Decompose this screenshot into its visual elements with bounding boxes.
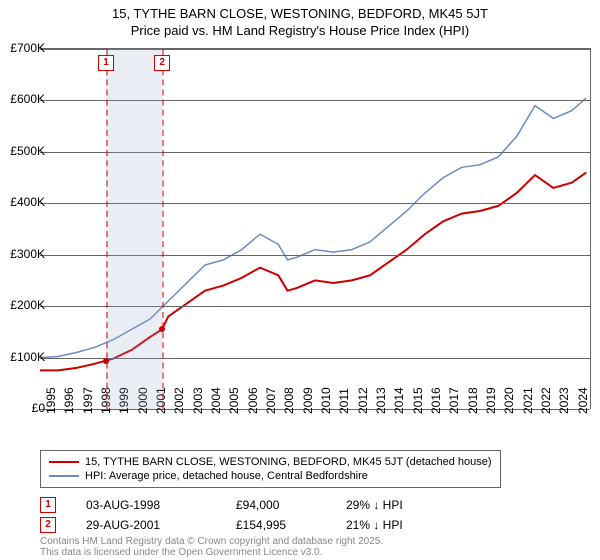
x-axis-label: 2018 (466, 387, 480, 414)
legend-swatch (49, 461, 79, 463)
title-line-1: 15, TYTHE BARN CLOSE, WESTONING, BEDFORD… (112, 6, 488, 21)
sale-row-badge: 1 (40, 497, 56, 513)
x-axis-label: 2005 (227, 387, 241, 414)
x-axis-label: 2006 (246, 387, 260, 414)
footer-line-1: Contains HM Land Registry data © Crown c… (40, 536, 383, 547)
sale-row-badge: 2 (40, 517, 56, 533)
sale-marker-badge: 2 (154, 55, 170, 71)
x-axis-label: 2019 (484, 387, 498, 414)
x-axis-label: 2011 (337, 388, 351, 414)
sale-date: 03-AUG-1998 (86, 498, 206, 512)
x-axis-label: 2024 (576, 387, 590, 414)
y-axis-label: £200K (10, 298, 45, 312)
legend-item: 15, TYTHE BARN CLOSE, WESTONING, BEDFORD… (49, 455, 492, 469)
footer-line-2: This data is licensed under the Open Gov… (40, 547, 322, 558)
sale-marker-line (162, 49, 164, 409)
x-axis-label: 2012 (356, 387, 370, 414)
chart-title: 15, TYTHE BARN CLOSE, WESTONING, BEDFORD… (0, 0, 600, 40)
x-axis-label: 2022 (539, 387, 553, 414)
x-axis-label: 2008 (282, 387, 296, 414)
x-axis-label: 2015 (411, 387, 425, 414)
x-axis-label: 2013 (374, 387, 388, 414)
x-axis-label: 2017 (447, 387, 461, 414)
x-axis-label: 2014 (392, 387, 406, 414)
sale-point (103, 358, 109, 364)
y-axis-label: £400K (10, 195, 45, 209)
y-axis-label: £100K (10, 350, 45, 364)
x-axis-label: 2009 (301, 387, 315, 414)
y-axis-label: £700K (10, 41, 45, 55)
plot-area: 1995199619971998199920002001200220032004… (40, 48, 591, 409)
sales-table: 1 03-AUG-1998 £94,000 29% ↓ HPI 2 29-AUG-2001… (40, 495, 446, 535)
legend: 15, TYTHE BARN CLOSE, WESTONING, BEDFORD… (40, 450, 501, 488)
legend-label: HPI: Average price, detached house, Cent… (85, 470, 368, 482)
x-axis-label: 2016 (429, 387, 443, 414)
legend-item: HPI: Average price, detached house, Cent… (49, 469, 492, 483)
sale-date: 29-AUG-2001 (86, 518, 206, 532)
sale-marker-badge: 1 (98, 55, 114, 71)
x-axis-label: 2020 (502, 387, 516, 414)
y-axis-label: £500K (10, 144, 45, 158)
y-axis-label: £0 (32, 401, 45, 415)
sale-row: 2 29-AUG-2001 £154,995 21% ↓ HPI (40, 515, 446, 535)
sale-marker-line (106, 49, 108, 409)
sale-price: £94,000 (236, 498, 316, 512)
x-axis-label: 2007 (264, 387, 278, 414)
sale-hpi-diff: 21% ↓ HPI (346, 518, 446, 532)
copyright-footer: Contains HM Land Registry data © Crown c… (40, 536, 383, 558)
y-axis-label: £600K (10, 92, 45, 106)
legend-swatch (49, 475, 79, 477)
x-axis-label: 1997 (81, 387, 95, 414)
legend-label: 15, TYTHE BARN CLOSE, WESTONING, BEDFORD… (85, 456, 492, 468)
title-line-2: Price paid vs. HM Land Registry's House … (131, 23, 469, 38)
sale-hpi-diff: 29% ↓ HPI (346, 498, 446, 512)
x-axis-label: 2002 (172, 387, 186, 414)
y-axis-label: £300K (10, 247, 45, 261)
sale-price: £154,995 (236, 518, 316, 532)
x-axis-label: 2004 (209, 387, 223, 414)
x-axis-label: 1995 (44, 387, 58, 414)
sale-point (159, 326, 165, 332)
x-axis-label: 2010 (319, 387, 333, 414)
x-axis-label: 2021 (521, 387, 535, 414)
sale-row: 1 03-AUG-1998 £94,000 29% ↓ HPI (40, 495, 446, 515)
shaded-period (106, 49, 162, 409)
chart-container: 15, TYTHE BARN CLOSE, WESTONING, BEDFORD… (0, 0, 600, 560)
x-axis-label: 2003 (191, 387, 205, 414)
x-axis-label: 1996 (62, 387, 76, 414)
x-axis-label: 2023 (557, 387, 571, 414)
